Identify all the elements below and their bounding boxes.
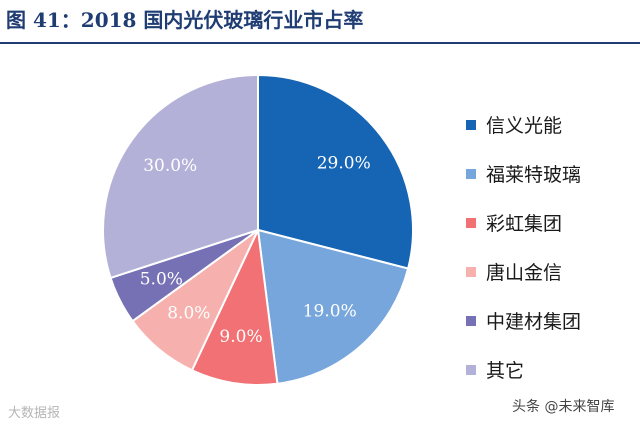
legend-item: 福莱特玻璃 [466,149,581,198]
watermark-right: 头条 @未来智库 [512,399,615,415]
legend-label: 中建材集团 [486,311,582,333]
pie-slice [102,73,259,280]
legend-item: 中建材集团 [466,296,581,345]
watermark-left: 大数据报 [8,406,61,421]
slice-label: 30.0% [143,156,197,176]
legend-label: 唐山金信 [486,262,563,284]
pie-slice [257,73,414,270]
slice-label: 19.0% [303,301,357,321]
slice-label: 8.0% [167,304,210,324]
legend-label: 信义光能 [486,115,563,137]
legend-swatch [466,168,476,179]
legend-swatch [466,266,476,277]
legend-item: 其它 [466,345,581,394]
legend-swatch [466,364,476,375]
legend-label: 其它 [486,360,525,382]
chart-legend: 信义光能福莱特玻璃彩虹集团唐山金信中建材集团其它 [466,100,581,394]
slice-label: 29.0% [317,153,371,173]
legend-item: 信义光能 [466,100,581,149]
legend-swatch [466,119,476,130]
slice-label: 9.0% [219,327,262,347]
legend-item: 彩虹集团 [466,198,581,247]
slice-label: 5.0% [140,269,183,289]
pie-slice [256,228,410,385]
legend-label: 彩虹集团 [486,213,563,235]
legend-swatch [466,217,476,228]
legend-swatch [466,315,476,326]
legend-label: 福莱特玻璃 [486,164,582,186]
pie-slice [190,226,279,386]
title-divider [0,42,640,44]
legend-item: 唐山金信 [466,247,581,296]
chart-title: 图 41：2018 国内光伏玻璃行业市占率 [6,8,364,32]
